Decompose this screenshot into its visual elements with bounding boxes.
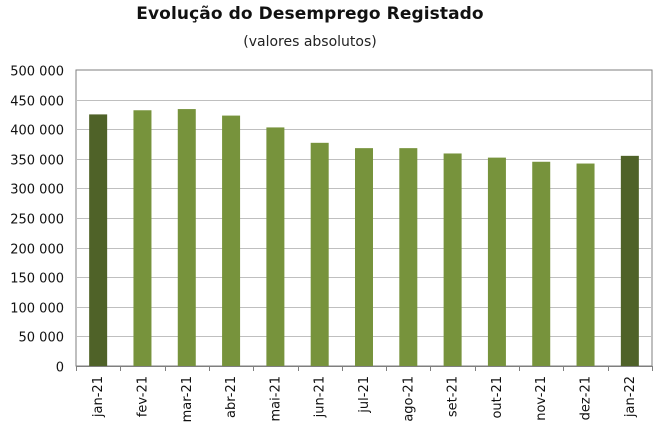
x-tick-label: mai-21 xyxy=(268,376,283,421)
bar xyxy=(576,163,595,366)
bar xyxy=(620,155,639,366)
y-tick-label: 400 000 xyxy=(10,124,64,139)
bar xyxy=(177,109,196,367)
x-tick-label: jan-22 xyxy=(623,376,638,418)
y-tick-label: 300 000 xyxy=(10,183,64,198)
x-tick-label: jan-21 xyxy=(91,376,106,418)
bar xyxy=(222,115,241,366)
x-tick-label: mar-21 xyxy=(180,376,195,422)
y-tick-label: 500 000 xyxy=(10,65,64,80)
x-tick-label: abr-21 xyxy=(224,376,239,418)
y-tick-label: 150 000 xyxy=(10,272,64,287)
chart-subtitle: (valores absolutos) xyxy=(243,34,377,50)
x-tick-label: dez-21 xyxy=(579,376,594,420)
y-tick-label: 50 000 xyxy=(19,331,65,346)
bar xyxy=(266,127,285,366)
y-tick-label: 250 000 xyxy=(10,213,64,228)
bar xyxy=(310,142,329,366)
x-tick-label: set-21 xyxy=(446,376,461,417)
y-tick-label: 100 000 xyxy=(10,302,64,317)
x-tick-label: nov-21 xyxy=(534,376,549,421)
y-tick-label: 450 000 xyxy=(10,95,64,110)
bar xyxy=(443,153,462,366)
x-tick-label: out-21 xyxy=(490,376,505,419)
bar xyxy=(532,161,551,366)
x-tick-label: ago-21 xyxy=(401,376,416,422)
bar xyxy=(89,114,108,367)
bar xyxy=(487,157,506,366)
bar xyxy=(399,148,418,366)
y-tick-label: 350 000 xyxy=(10,154,64,169)
y-tick-label: 200 000 xyxy=(10,243,64,258)
y-tick-label: 0 xyxy=(56,361,64,376)
chart-title: Evolução do Desemprego Registado xyxy=(136,4,484,24)
x-tick-label: jun-21 xyxy=(313,376,328,418)
x-tick-label: fev-21 xyxy=(135,376,150,417)
bar xyxy=(133,110,152,366)
x-tick-label: jul-21 xyxy=(357,376,372,414)
bar xyxy=(355,148,373,366)
